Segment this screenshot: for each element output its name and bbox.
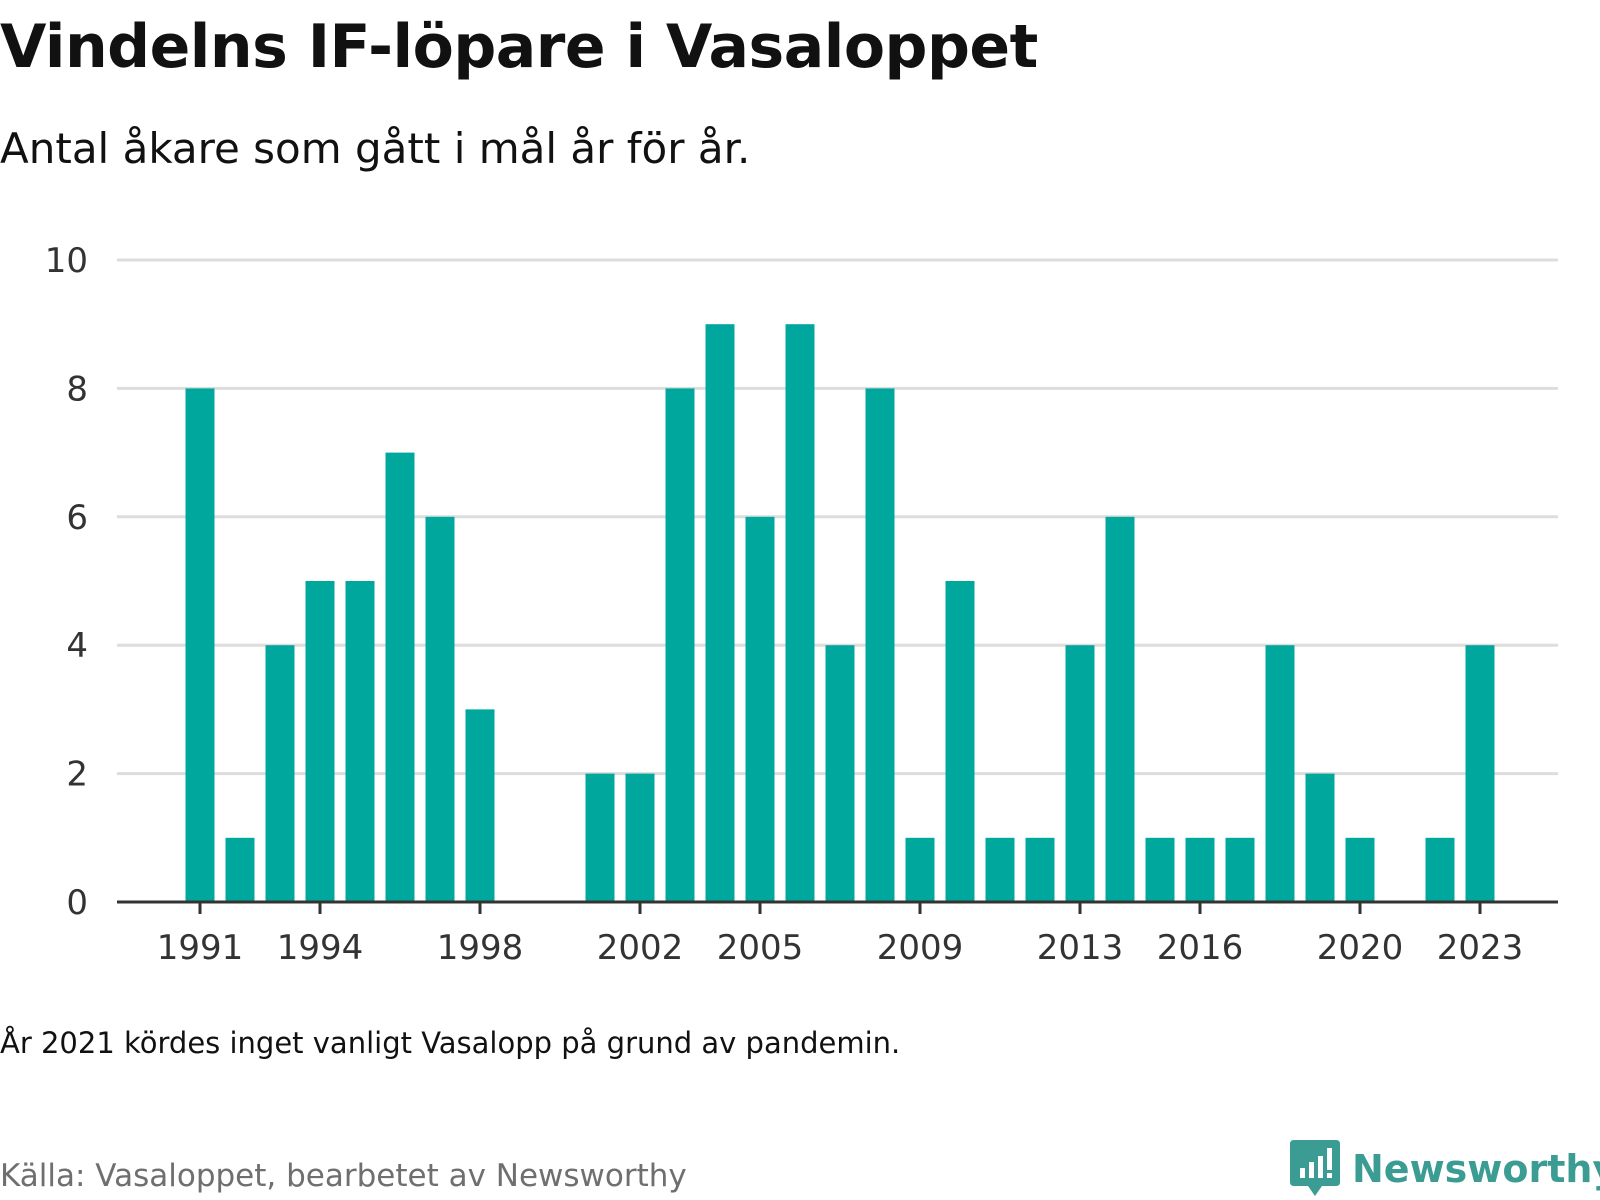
bar-2010 [945, 581, 975, 902]
bar-2012 [1025, 837, 1055, 902]
bar-1991 [185, 388, 215, 902]
x-tick-label: 2002 [597, 928, 684, 968]
bar-1996 [385, 452, 415, 902]
y-axis-ticks: 0 2 4 6 8 10 [45, 241, 88, 923]
chart-title: Vindelns IF-löpare i Vasaloppet [0, 12, 1038, 82]
newsworthy-icon [1290, 1140, 1340, 1196]
brand-name: Newsworthy [1352, 1147, 1600, 1191]
bar-2020 [1345, 837, 1375, 902]
bar-2003 [665, 388, 695, 902]
x-tick-label: 1998 [437, 928, 524, 968]
bar-1994 [305, 581, 335, 902]
bar-2002 [625, 773, 655, 902]
bar-2015 [1145, 837, 1175, 902]
bar-1997 [425, 516, 455, 902]
bar-2006 [785, 324, 815, 902]
bar-1998 [465, 709, 495, 902]
x-tick-label: 2016 [1157, 928, 1244, 968]
bar-2022 [1425, 837, 1455, 902]
bar-2011 [985, 837, 1015, 902]
y-tick-label: 10 [45, 241, 88, 281]
bar-2014 [1105, 516, 1135, 902]
bar-2005 [745, 516, 775, 902]
bar-2001 [585, 773, 615, 902]
chart-note: År 2021 kördes inget vanligt Vasalopp på… [0, 1026, 901, 1060]
bar-1995 [345, 581, 375, 902]
bar-2016 [1185, 837, 1215, 902]
newsworthy-logo: Newsworthy [1290, 1140, 1600, 1198]
x-tick-label: 2020 [1317, 928, 1404, 968]
bar-2017 [1225, 837, 1255, 902]
bar-2019 [1305, 773, 1335, 902]
y-tick-label: 2 [66, 755, 88, 795]
bar-2013 [1065, 645, 1095, 902]
y-tick-label: 4 [66, 626, 88, 666]
bar-2009 [905, 837, 935, 902]
y-tick-label: 6 [66, 498, 88, 538]
x-axis-ticks: 1991 1994 1998 2002 2005 2009 2013 2016 2020 2023 [157, 902, 1524, 968]
bars [185, 324, 1495, 902]
bar-2004 [705, 324, 735, 902]
y-tick-label: 0 [66, 883, 88, 923]
chart-subtitle: Antal åkare som gått i mål år för år. [0, 124, 751, 173]
x-tick-label: 2023 [1437, 928, 1524, 968]
bar-2023 [1465, 645, 1495, 902]
y-tick-label: 8 [66, 369, 88, 409]
bar-2018 [1265, 645, 1295, 902]
x-tick-label: 1994 [277, 928, 364, 968]
x-tick-label: 2005 [717, 928, 804, 968]
x-tick-label: 2013 [1037, 928, 1124, 968]
source-text: Källa: Vasaloppet, bearbetet av Newswort… [0, 1158, 687, 1194]
bar-1993 [265, 645, 295, 902]
x-tick-label: 2009 [877, 928, 964, 968]
x-tick-label: 1991 [157, 928, 244, 968]
bar-2007 [825, 645, 855, 902]
bar-2008 [865, 388, 895, 902]
bar-chart: 0 2 4 6 8 10 1991 1994 1998 2002 2005 2009 2013 2016… [45, 241, 1558, 968]
bar-1992 [225, 837, 255, 902]
